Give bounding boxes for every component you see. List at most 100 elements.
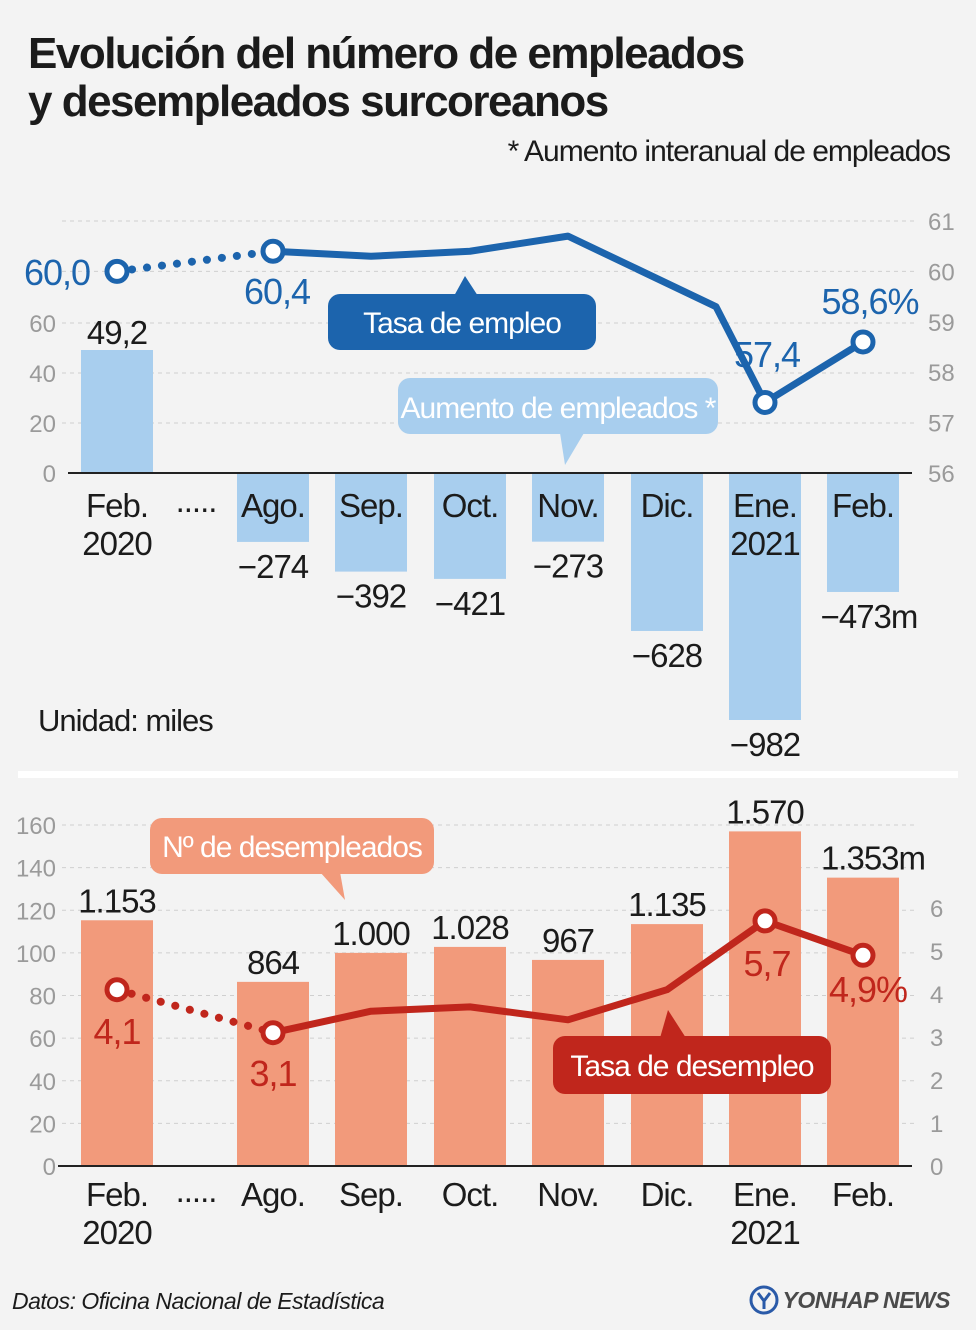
rate-label: 58,6% (821, 281, 918, 322)
chart-title-line2: y desempleados surcoreanos (28, 77, 609, 126)
rate-label: 4,9% (829, 969, 907, 1010)
bar-value-label: −628 (632, 637, 702, 674)
source-note: Datos: Oficina Nacional de Estadística (12, 1288, 385, 1314)
rate-label: 4,1 (93, 1011, 140, 1052)
series-label-employment-increase: Aumento de empleados * (401, 392, 717, 425)
rate-marker (850, 942, 876, 968)
bar-value-label: −273 (533, 548, 603, 585)
x-tick-label: Dic. (641, 487, 694, 524)
yonhap-logo: YONHAP NEWS (749, 1282, 951, 1318)
bar (81, 350, 153, 473)
x-tick-label: Nov. (537, 1176, 598, 1213)
unit-label: Unidad: miles (38, 703, 214, 738)
bar-value-label: 1.570 (726, 793, 804, 830)
bar (335, 473, 407, 572)
x-tick-label: Feb. 2020 (82, 1176, 152, 1251)
x-tick-label: Oct. (442, 1176, 499, 1213)
y-tick-right: 3 (930, 1025, 943, 1052)
y-tick-right: 2 (930, 1068, 943, 1095)
x-tick-label-ellipsis: ..... (176, 482, 217, 519)
y-tick-left: 20 (29, 1111, 56, 1138)
bar (729, 473, 801, 720)
bar-value-label: −421 (435, 585, 505, 622)
chart-footnote: * Aumento interanual de empleados (507, 135, 951, 168)
x-tick-label: Ago. (241, 1176, 305, 1213)
bar-value-label: 1.353m (821, 840, 925, 877)
bar-value-label: 1.000 (332, 915, 410, 952)
callout-box (150, 818, 434, 874)
rate-marker (752, 908, 778, 934)
chart-title-line1: Evolución del número de empleados (28, 29, 745, 78)
x-tick-label: Feb. 2020 (82, 487, 152, 562)
bar-value-label: −473m (821, 598, 918, 635)
rate-marker (104, 258, 130, 284)
callout-pointer (660, 1010, 686, 1038)
y-tick-left: 160 (16, 813, 56, 840)
bar (335, 952, 407, 1166)
bar (827, 473, 899, 592)
y-tick-right: 56 (928, 461, 955, 488)
x-tick-label: Ago. (241, 487, 305, 524)
rate-marker (104, 977, 130, 1003)
y-tick-right: 4 (930, 982, 943, 1009)
bar (631, 473, 703, 631)
rate-marker (850, 329, 876, 355)
rate-marker (260, 1020, 286, 1046)
y-tick-left: 20 (29, 411, 56, 438)
bar-value-label: −274 (238, 548, 309, 585)
x-tick-label-ellipsis: ..... (176, 1172, 217, 1209)
bar-value-label: 864 (247, 944, 300, 981)
bar (237, 473, 309, 542)
bar (81, 920, 153, 1166)
y-tick-right: 6 (930, 896, 943, 923)
y-tick-right: 0 (930, 1154, 943, 1181)
callout-box (553, 1036, 831, 1094)
bar-value-label: 1.028 (431, 909, 509, 946)
callout-box (398, 378, 718, 434)
y-tick-left: 80 (29, 984, 56, 1011)
bar-value-label: −982 (730, 726, 800, 763)
y-tick-left: 100 (16, 941, 56, 968)
callout-pointer (454, 276, 478, 296)
rate-label: 3,1 (249, 1053, 296, 1094)
rate-line-dotted (113, 985, 277, 1037)
x-tick-label: Feb. (832, 487, 894, 524)
y-tick-right: 57 (928, 411, 955, 438)
y-tick-left: 140 (16, 856, 56, 883)
rate-label: 57,4 (734, 334, 800, 375)
callout-box (328, 294, 596, 350)
y-tick-left: 40 (29, 361, 56, 388)
series-label-unemployment-rate: Tasa de desempleo (570, 1050, 813, 1083)
x-tick-label: Oct. (442, 487, 499, 524)
series-label-unemployed-count: Nº de desempleados (162, 831, 422, 864)
y-tick-left: 40 (29, 1069, 56, 1096)
brand-name: YONHAP NEWS (782, 1286, 951, 1313)
bar-value-label: 1.135 (628, 886, 706, 923)
rate-line-dotted (113, 247, 277, 276)
x-tick-label: Nov. (537, 487, 598, 524)
y-tick-left: 60 (29, 311, 56, 338)
yonhap-emblem-icon (749, 1285, 779, 1315)
rate-label: 60,0 (24, 252, 90, 293)
x-tick-label: Ene. 2021 (730, 487, 799, 562)
bar (729, 831, 801, 1166)
bar-value-label: −392 (336, 578, 406, 615)
bar-value-label: 967 (542, 922, 594, 959)
series-label-employment-rate: Tasa de empleo (363, 307, 561, 340)
x-tick-label: Sep. (339, 487, 403, 524)
employment-chart: 0 20 40 60 56 57 58 59 60 61 Feb. 2020..... Ago. Sep.… (24, 209, 955, 763)
y-tick-right: 58 (928, 360, 955, 387)
y-tick-left: 120 (16, 898, 56, 925)
y-tick-right: 5 (930, 939, 943, 966)
x-tick-label: Sep. (339, 1176, 403, 1213)
y-tick-left: 0 (43, 461, 56, 488)
x-tick-label: Ene. 2021 (730, 1176, 799, 1251)
bar (434, 473, 506, 579)
y-tick-right: 59 (928, 310, 955, 337)
y-tick-right: 60 (928, 259, 955, 286)
y-tick-right: 1 (930, 1111, 943, 1138)
bar (434, 946, 506, 1166)
chart-title: Evolución del número de empleados y dese… (28, 29, 745, 126)
callout-pointer (320, 872, 345, 900)
